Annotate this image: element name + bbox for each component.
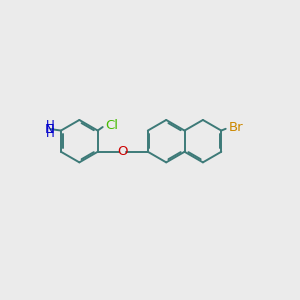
Text: H: H [46,119,55,132]
Text: Br: Br [229,121,243,134]
Text: Cl: Cl [105,119,118,132]
Text: H: H [46,127,55,140]
Text: O: O [118,145,128,158]
Text: N: N [45,123,55,136]
